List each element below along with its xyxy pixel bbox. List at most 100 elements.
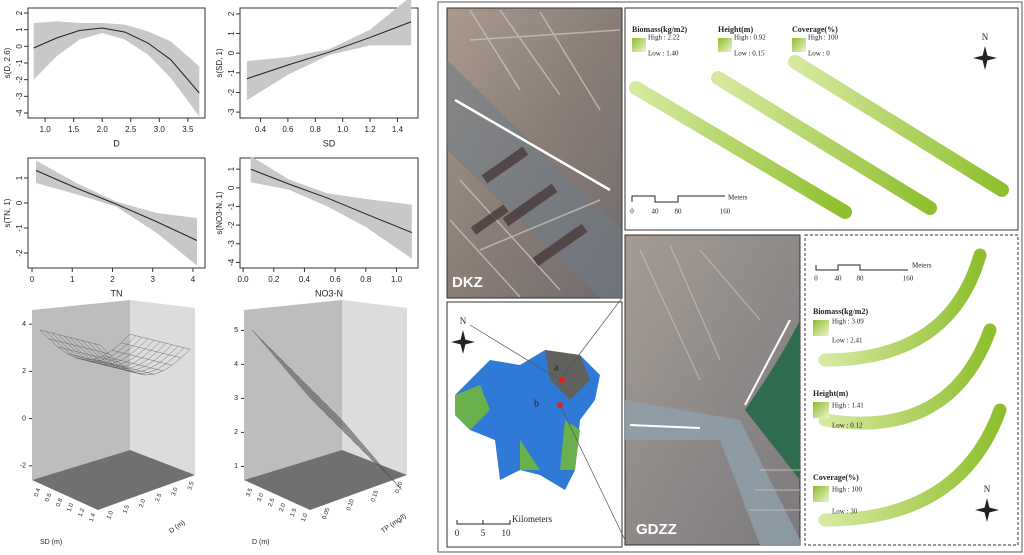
y-axis-label: s(TN, 1): [3, 198, 12, 227]
y-tick-label: -4: [227, 258, 236, 266]
legend-low: Low : 0: [808, 50, 830, 58]
smooth-line: [250, 168, 413, 234]
image-label: GDZZ: [636, 521, 677, 538]
smooth-line: [246, 21, 412, 80]
scale-tick: 10: [502, 528, 512, 538]
floor: [244, 450, 407, 510]
x-axis-label: SD: [323, 138, 336, 148]
x-tick-label: 1.0: [67, 502, 76, 513]
y-axis-label: s(NO3-N, 1): [215, 191, 224, 234]
y-tick-label: 3.0: [171, 486, 180, 497]
floor: [32, 450, 195, 510]
y-tick-label: 0.20: [395, 480, 405, 494]
y-tick-label: 2.0: [139, 498, 148, 509]
y-tick-label: -3: [15, 92, 24, 100]
legend-title: Biomass(kg/m2): [813, 307, 868, 316]
surface-mesh: [93, 359, 155, 375]
inset-map: a b N Kilometers 0 5 10: [446, 297, 626, 548]
y-tick-label: 2.5: [155, 492, 164, 503]
y-tick-label: 1: [15, 27, 24, 32]
plot-frame: [239, 157, 419, 269]
y-tick-label: 3.5: [187, 481, 196, 492]
x-tick-label: 2.5: [125, 125, 137, 134]
y-tick-label: 0: [15, 44, 24, 49]
surface-mesh: [311, 399, 403, 491]
image-label: DKZ: [452, 274, 483, 291]
z-tick-label: 1: [234, 463, 238, 470]
x-tick-label: 3: [150, 275, 155, 284]
back-wall: [342, 300, 407, 475]
y-axis-label: D (m): [168, 519, 186, 535]
x-axis-label: NO3-N: [315, 288, 343, 298]
y-tick-label: -3: [227, 240, 236, 248]
surface-mesh: [281, 364, 373, 456]
scale-unit: Kilometers: [512, 514, 552, 524]
y-axis-label: TP (mg/l): [380, 513, 407, 535]
surface-mesh: [305, 383, 367, 455]
surface-mesh: [314, 392, 376, 464]
y-tick-label: -2: [227, 88, 236, 96]
aerial-dkz: DKZ: [446, 7, 623, 299]
scale-tick: 160: [720, 208, 731, 216]
x-tick-label: 1.5: [68, 125, 80, 134]
x-tick-label: 4: [191, 275, 196, 284]
surface-mesh: [305, 392, 397, 484]
confidence-band: [246, 0, 412, 101]
scale-tick: 40: [652, 208, 660, 216]
scale-tick: 80: [857, 275, 865, 283]
x-tick-label: 1: [70, 275, 75, 284]
north-label: N: [982, 32, 989, 42]
legend-title: Height(m): [813, 389, 848, 398]
y-tick-label: 1: [227, 166, 236, 171]
z-tick-label: 2: [22, 368, 26, 375]
legend-high: High : 0.92: [734, 34, 766, 42]
y-tick-label: -1: [15, 59, 24, 67]
surface-mesh: [332, 410, 394, 482]
x-tick-label: 2.5: [268, 497, 277, 508]
z-tick-label: 2: [234, 429, 238, 436]
x-tick-label: 0.6: [45, 492, 54, 503]
legend-title: Height(m): [718, 25, 753, 34]
plot-frame: [239, 7, 419, 119]
confidence-band: [33, 21, 200, 117]
surface-mesh: [293, 378, 385, 470]
scale-tick: 0: [455, 528, 460, 538]
z-tick-label: -2: [20, 463, 26, 470]
x-tick-label: 0.4: [299, 275, 311, 284]
x-tick-label: 3.0: [257, 492, 266, 503]
y-tick-label: -2: [15, 76, 24, 84]
x-tick-label: 3.5: [246, 487, 255, 498]
x-tick-label: 0.2: [268, 275, 280, 284]
legend-high: High : 100: [808, 34, 838, 42]
y-tick-label: -2: [15, 249, 24, 257]
x-tick-label: 0.6: [330, 275, 342, 284]
y-axis-label: s(SD, 1): [215, 48, 224, 78]
y-tick-label: 0.10: [346, 498, 356, 512]
back-wall: [244, 300, 342, 480]
x-tick-label: 0.6: [282, 125, 294, 134]
legend-high: High : 1.41: [832, 402, 864, 410]
site-label: a: [554, 362, 559, 373]
y-tick-label: 0: [15, 200, 24, 205]
x-tick-label: 2: [110, 275, 115, 284]
y-tick-label: -3: [227, 108, 236, 116]
y-tick-label: 1: [227, 31, 236, 36]
x-tick-label: 0.4: [255, 125, 267, 134]
legend-high: High : 2.22: [648, 34, 680, 42]
map-frame: [437, 1, 1023, 553]
x-tick-label: 0.4: [34, 487, 43, 498]
scale-tick: 0: [814, 275, 818, 283]
y-tick-label: 1: [15, 175, 24, 180]
surface-mesh: [299, 385, 391, 477]
x-tick-label: 1.0: [391, 275, 403, 284]
scale-tick: 40: [835, 275, 843, 283]
legend-low: Low : 1.40: [648, 50, 679, 58]
surface-mesh: [287, 371, 379, 463]
confidence-band: [36, 160, 197, 266]
legend-high: High : 100: [832, 486, 862, 494]
site-label: b: [534, 398, 539, 409]
legend-title: Biomass(kg/m2): [632, 25, 687, 34]
surface-mesh: [111, 350, 173, 366]
